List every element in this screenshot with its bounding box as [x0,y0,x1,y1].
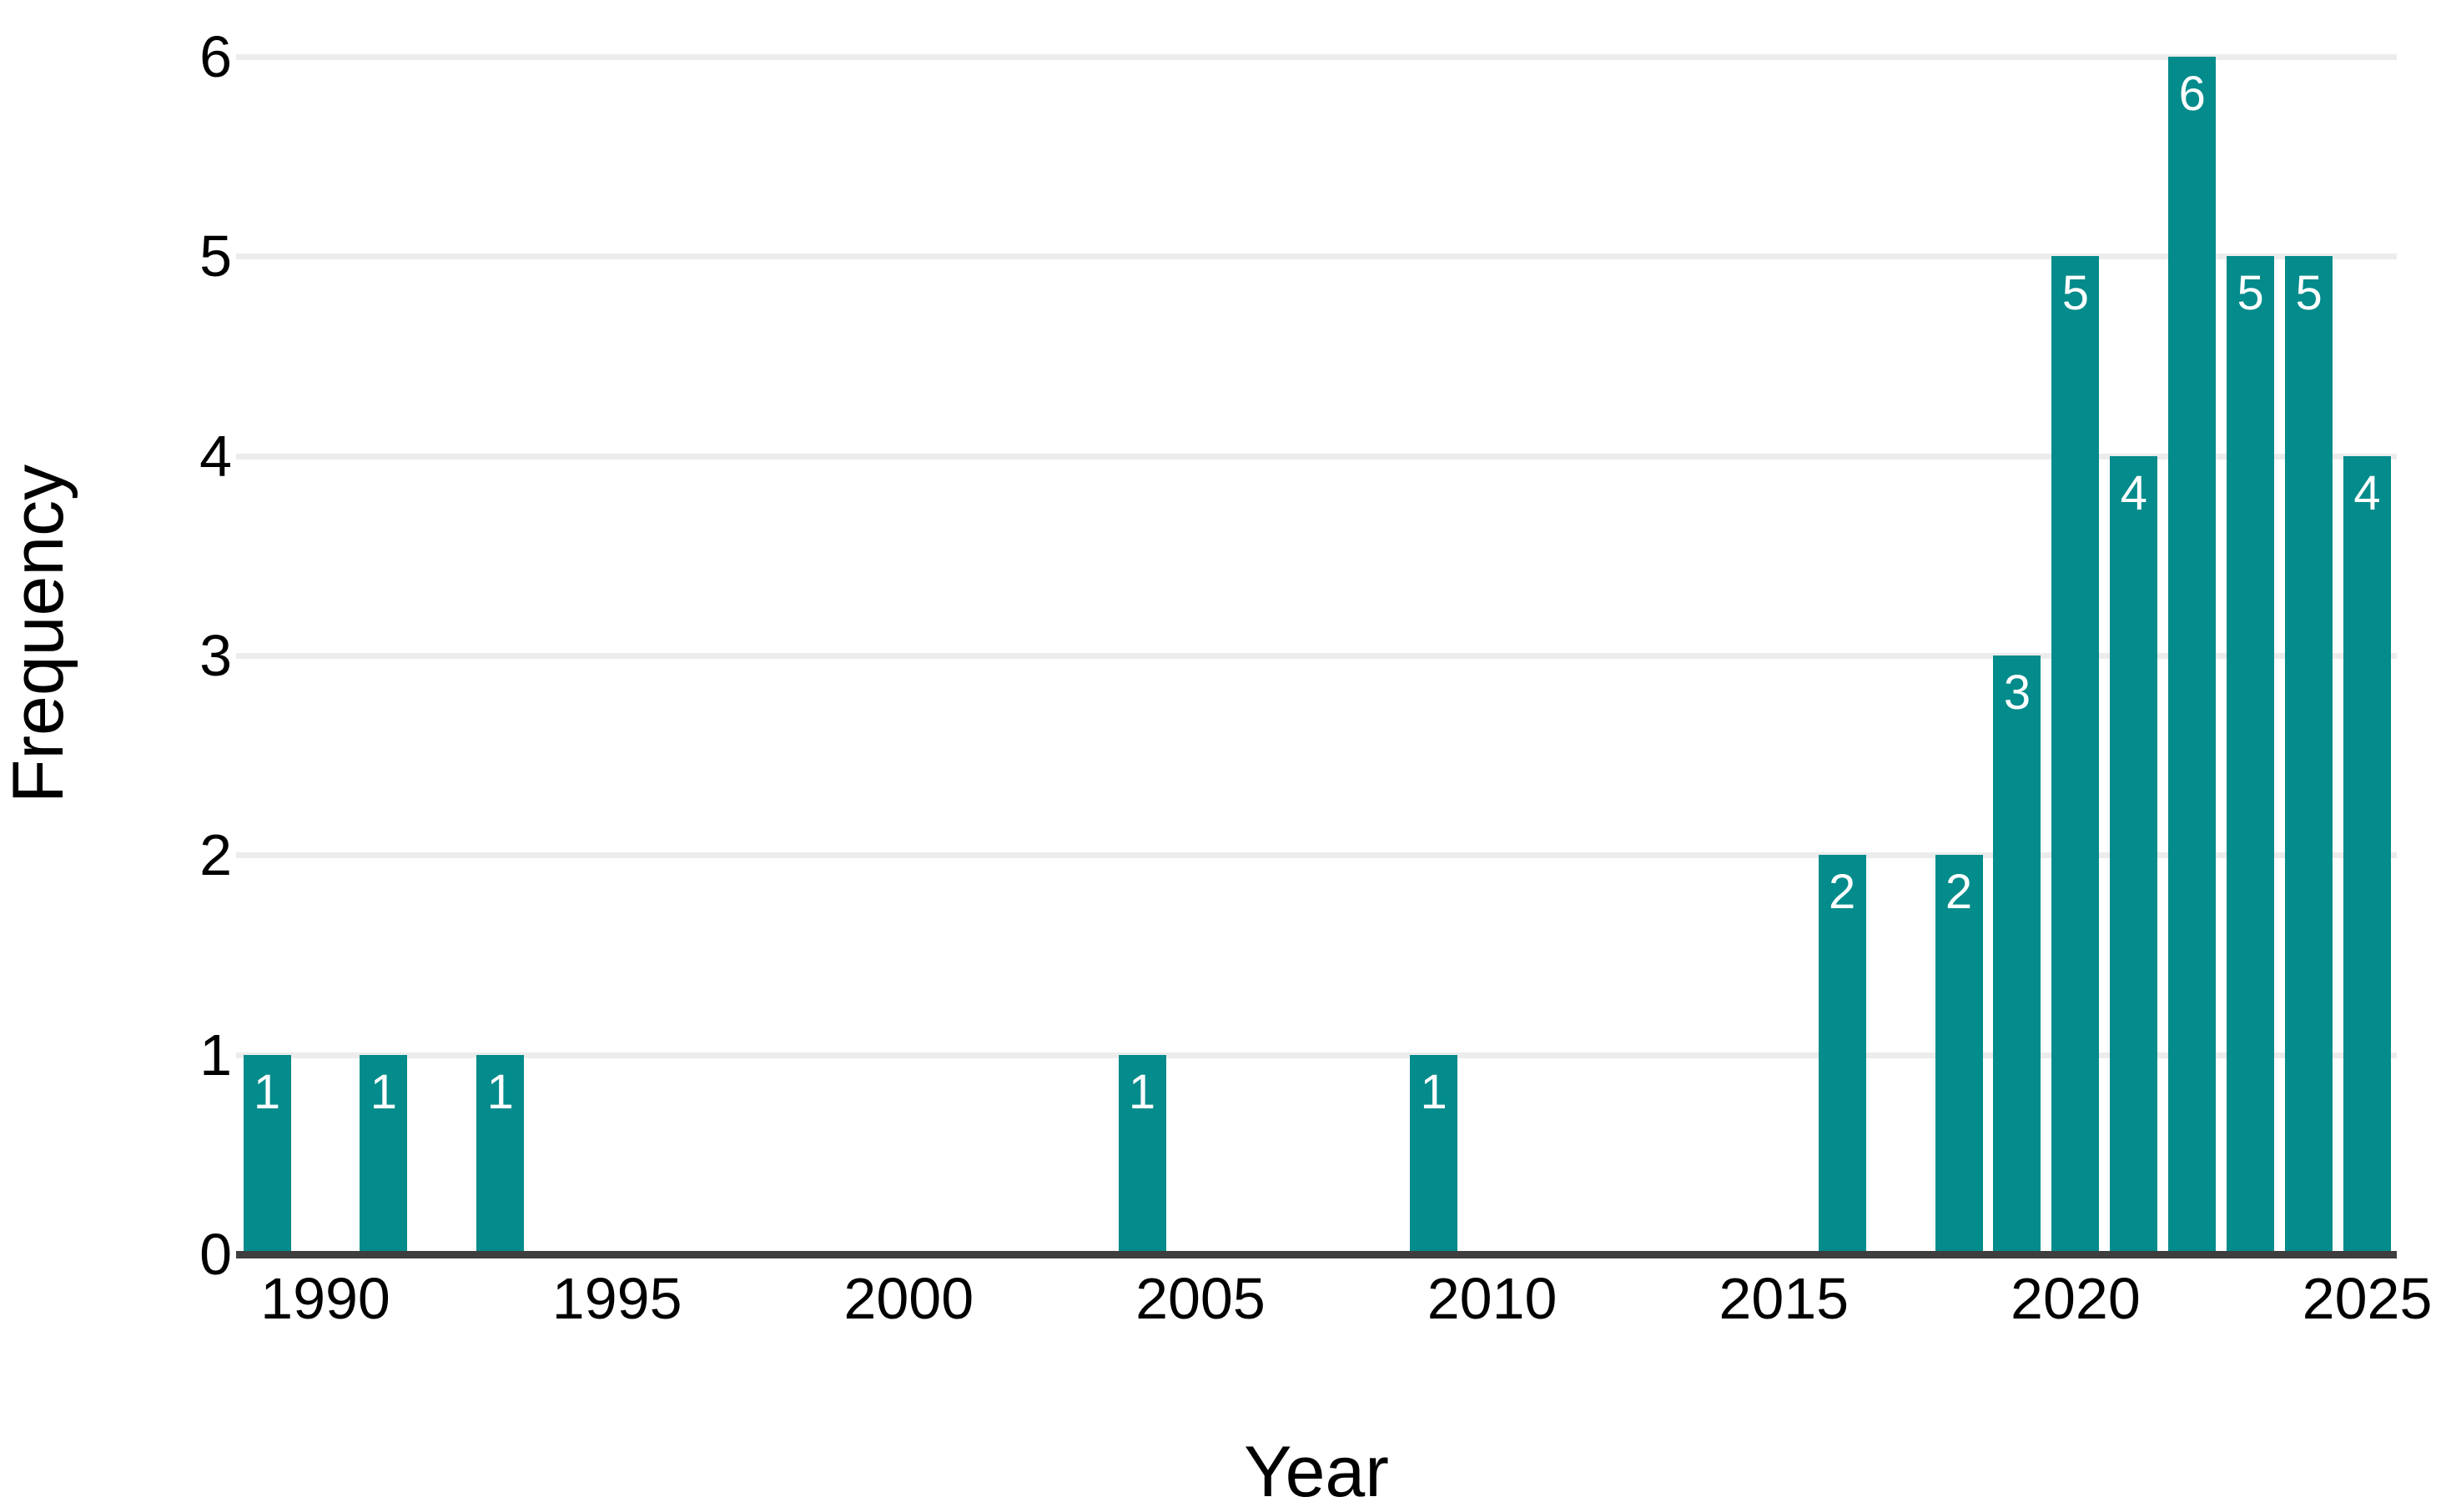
bar-value-label: 6 [2178,67,2206,122]
bar [1410,1054,1458,1254]
x-tick-label: 2005 [1135,1266,1266,1331]
bar [1935,855,1983,1254]
bar-value-label: 1 [370,1064,398,1119]
x-tick-label: 1990 [260,1266,390,1331]
bar-value-label: 1 [253,1064,281,1119]
bar-value-label: 3 [2003,666,2031,720]
gridline [236,54,2397,61]
bar [1118,1054,1166,1254]
y-tick-label: 6 [199,24,232,90]
y-tick-label: 2 [199,822,232,888]
x-tick-label: 2010 [1427,1266,1558,1331]
bar [2168,57,2217,1254]
bar-value-label: 5 [2061,266,2090,321]
gridline [236,852,2397,859]
bar [1818,855,1866,1254]
bar [2051,256,2100,1254]
gridline [236,254,2397,260]
bar [2227,256,2275,1254]
bar [2110,455,2158,1254]
bar-value-label: 4 [2120,465,2147,520]
x-tick-label: 1995 [551,1266,682,1331]
y-tick-label: 4 [199,423,232,489]
bar-value-label: 2 [1945,865,1973,920]
bar-value-label: 1 [1420,1064,1447,1119]
bar [1993,656,2041,1254]
bar-value-label: 5 [2237,266,2264,321]
bar [243,1054,291,1254]
x-tick-label: 2025 [2302,1266,2433,1331]
bar-value-label: 2 [1829,865,1856,920]
bar [2343,455,2392,1254]
x-tick-label: 2020 [2011,1266,2141,1331]
gridline [236,1052,2397,1058]
bar-value-label: 1 [486,1064,514,1119]
x-tick-label: 2015 [1719,1266,1850,1331]
bar [476,1054,525,1254]
bar-value-label: 5 [2295,266,2323,321]
bar-value-label: 1 [1128,1064,1156,1119]
x-axis-title: Year [1244,1432,1389,1512]
bar-value-label: 4 [2353,465,2381,520]
x-axis-line [236,1251,2397,1258]
bar [2285,256,2333,1254]
bar [360,1054,408,1254]
y-tick-label: 3 [199,623,232,688]
y-tick-label: 5 [199,224,232,289]
gridline [236,653,2397,659]
gridline [236,453,2397,460]
y-tick-label: 1 [199,1022,232,1088]
x-tick-label: 2000 [843,1266,974,1331]
y-tick-label: 0 [199,1222,232,1287]
